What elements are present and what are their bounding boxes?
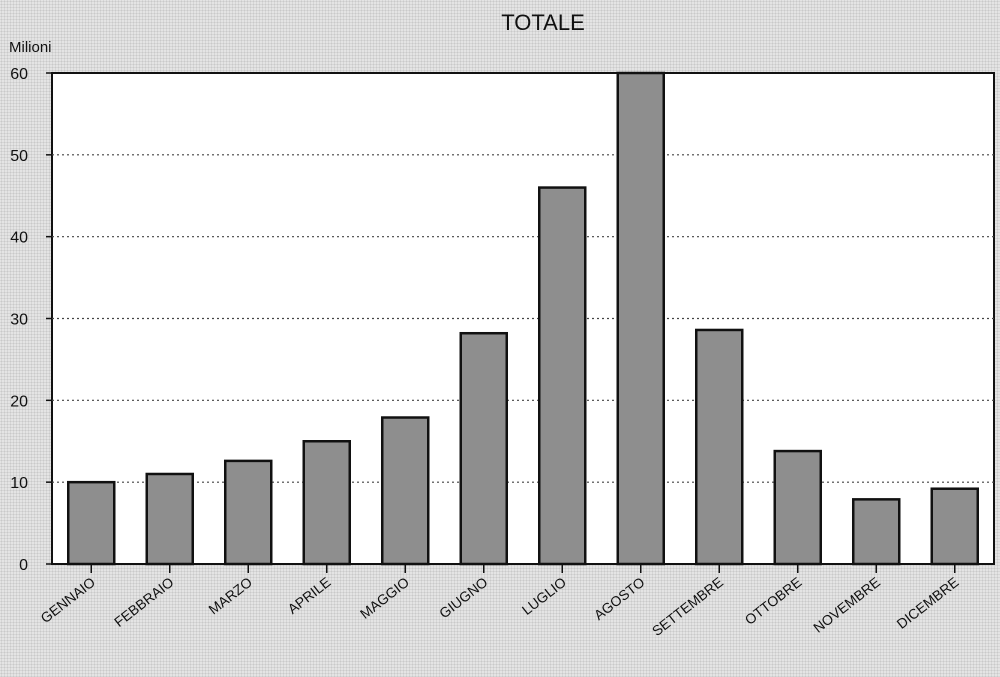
bar-gennaio <box>67 480 116 566</box>
x-tick-label: GIUGNO <box>436 574 491 622</box>
x-tick-label: GENNAIO <box>37 574 98 626</box>
bar-maggio <box>381 416 430 566</box>
x-tick-label: MAGGIO <box>357 574 412 622</box>
grid-lines <box>52 154 994 483</box>
y-tick-label: 0 <box>19 557 28 574</box>
bar-agosto <box>616 71 665 566</box>
bar-novembre <box>852 498 901 566</box>
bar-giugno <box>459 331 508 566</box>
bar-ottobre <box>773 449 822 566</box>
x-tick-label: LUGLIO <box>519 574 569 618</box>
y-axis: 0 10 20 30 40 50 60 <box>10 66 52 574</box>
x-tick-label: OTTOBRE <box>742 574 805 628</box>
bar-aprile <box>302 440 351 566</box>
y-tick-label: 10 <box>10 475 28 492</box>
x-tick-label: DICEMBRE <box>894 574 962 632</box>
y-tick-label: 40 <box>10 230 28 247</box>
y-tick-label: 60 <box>10 66 28 83</box>
bar-marzo <box>224 459 273 566</box>
x-tick-label: AGOSTO <box>591 574 648 623</box>
x-tick-label: SETTEMBRE <box>649 574 726 639</box>
y-tick-label: 30 <box>10 312 28 329</box>
chart-title: TOTALE <box>501 10 585 35</box>
y-tick-label: 20 <box>10 393 28 410</box>
x-tick-label: MARZO <box>205 574 255 618</box>
x-tick-label: NOVEMBRE <box>810 574 883 636</box>
x-tick-label: APRILE <box>284 574 333 617</box>
bar-settembre <box>695 328 744 566</box>
x-tick-label: FEBBRAIO <box>111 574 177 630</box>
y-axis-unit-label: Milioni <box>9 39 52 56</box>
bars <box>67 71 979 566</box>
bar-dicembre <box>930 487 979 566</box>
bar-febbraio <box>145 472 194 566</box>
bar-luglio <box>538 186 587 566</box>
y-tick-label: 50 <box>10 148 28 165</box>
x-axis: GENNAIO FEBBRAIO MARZO APRILE MAGGIO GIUGNO LU… <box>37 564 962 639</box>
